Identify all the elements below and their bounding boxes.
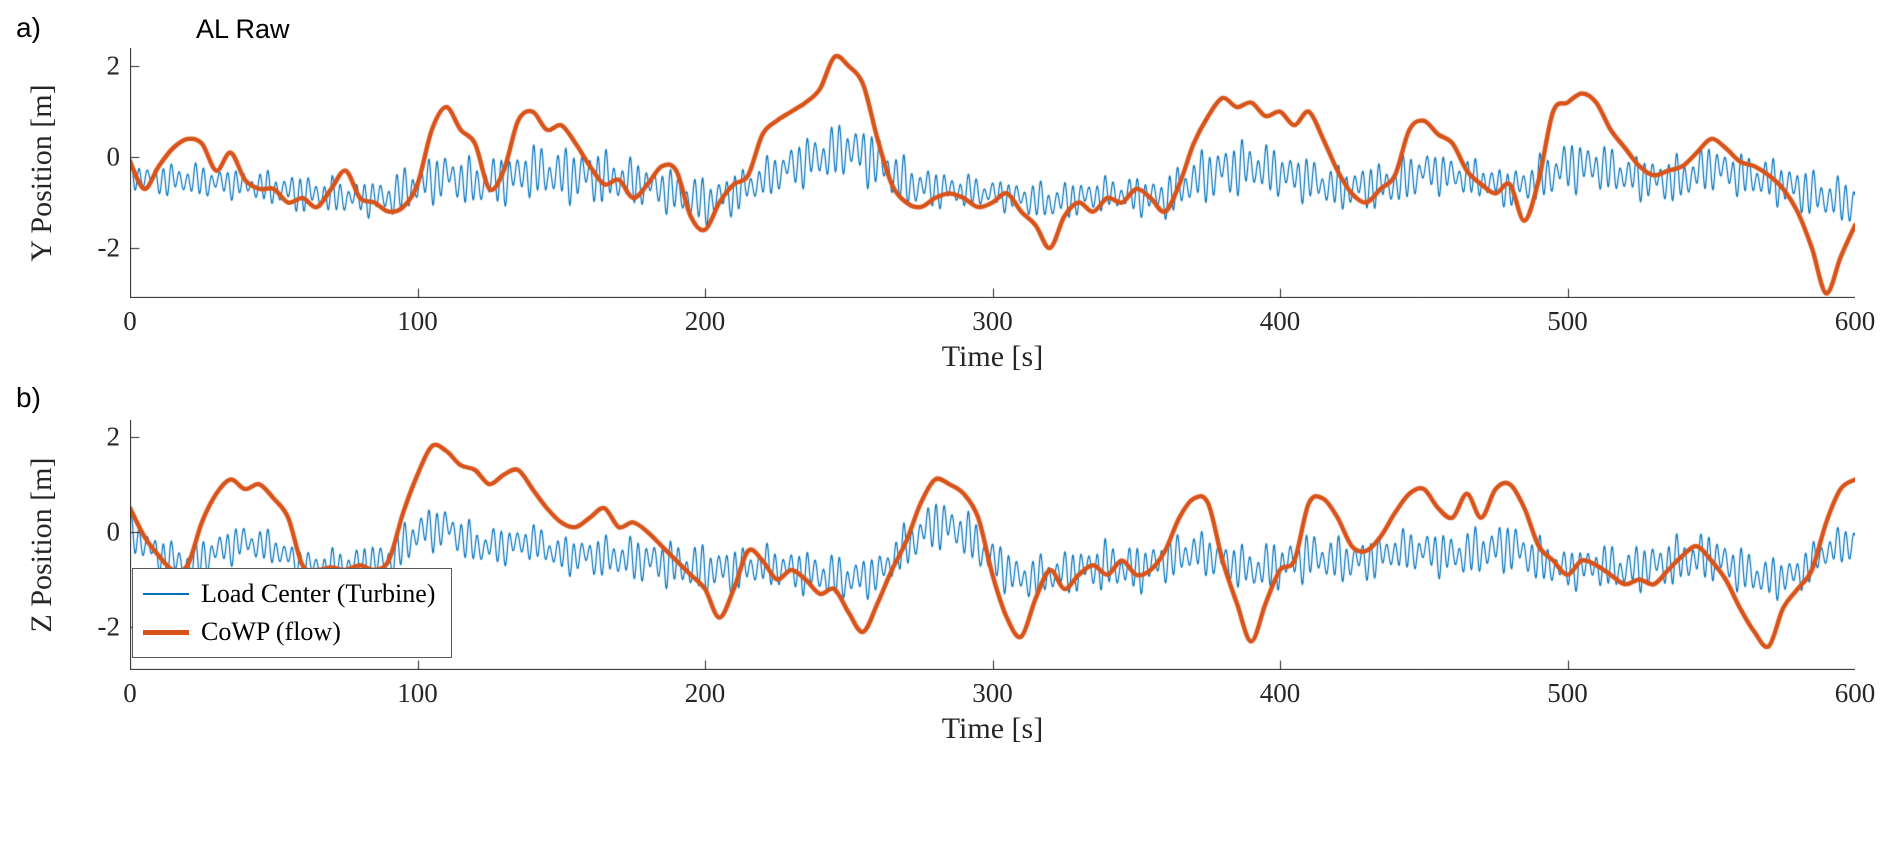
legend-line-sample-blue xyxy=(143,593,189,595)
legend-item-cowp: CoWP (flow) xyxy=(143,613,435,651)
panel-a-plot-area: 2 0 -2 0 100 200 300 400 500 600 Time [s… xyxy=(98,48,1875,373)
panel-b-xtick: 600 xyxy=(1834,678,1876,708)
panel-a-xtick: 0 xyxy=(123,306,137,336)
panel-a-xtick: 600 xyxy=(1834,306,1876,336)
panel-a-x-axis-label: Time [s] xyxy=(941,340,1044,373)
panel-b-xtick: 500 xyxy=(1547,678,1588,708)
legend-label-cowp: CoWP (flow) xyxy=(201,617,341,646)
panel-a-xtick: 500 xyxy=(1547,306,1588,336)
panel-b-xtick: 400 xyxy=(1259,678,1301,708)
figure-title: AL Raw xyxy=(196,14,290,44)
panel-a-xtick: 200 xyxy=(684,306,726,336)
panel-b-ytick: 2 xyxy=(106,421,121,452)
panel-a-label: a) xyxy=(16,12,41,43)
panel-a-xtick: 400 xyxy=(1259,306,1301,336)
panel-b-ytick: -2 xyxy=(97,611,121,642)
legend-line-sample-orange xyxy=(143,629,189,635)
panel-b-xtick: 100 xyxy=(397,678,438,708)
panel-b-label: b) xyxy=(16,382,41,413)
panel-a-ytick: 2 xyxy=(106,50,121,81)
panel-b-xtick: 300 xyxy=(972,678,1013,708)
panel-a-xtick: 300 xyxy=(972,306,1013,336)
panel-b-plot-area: 2 0 -2 0 100 200 300 400 500 600 Time [s… xyxy=(98,420,1875,745)
panel-a-ytick: 0 xyxy=(106,141,121,172)
panel-a-ytick: -2 xyxy=(97,232,121,263)
panel-b-ytick: 0 xyxy=(106,516,121,547)
panel-b-xtick: 0 xyxy=(123,678,137,708)
panel-a-xtick: 100 xyxy=(397,306,438,336)
panel-a-y-axis-label: Y Position [m] xyxy=(25,84,58,262)
legend-label-load-center: Load Center (Turbine) xyxy=(201,579,436,608)
panel-b-xtick: 200 xyxy=(684,678,726,708)
panel-b-x-axis-label: Time [s] xyxy=(941,712,1044,745)
legend-item-load-center: Load Center (Turbine) xyxy=(143,575,435,613)
panel-a-canvas xyxy=(130,48,1855,298)
panel-b-y-axis-label: Z Position [m] xyxy=(25,457,58,633)
legend: Load Center (Turbine) CoWP (flow) xyxy=(132,568,453,658)
